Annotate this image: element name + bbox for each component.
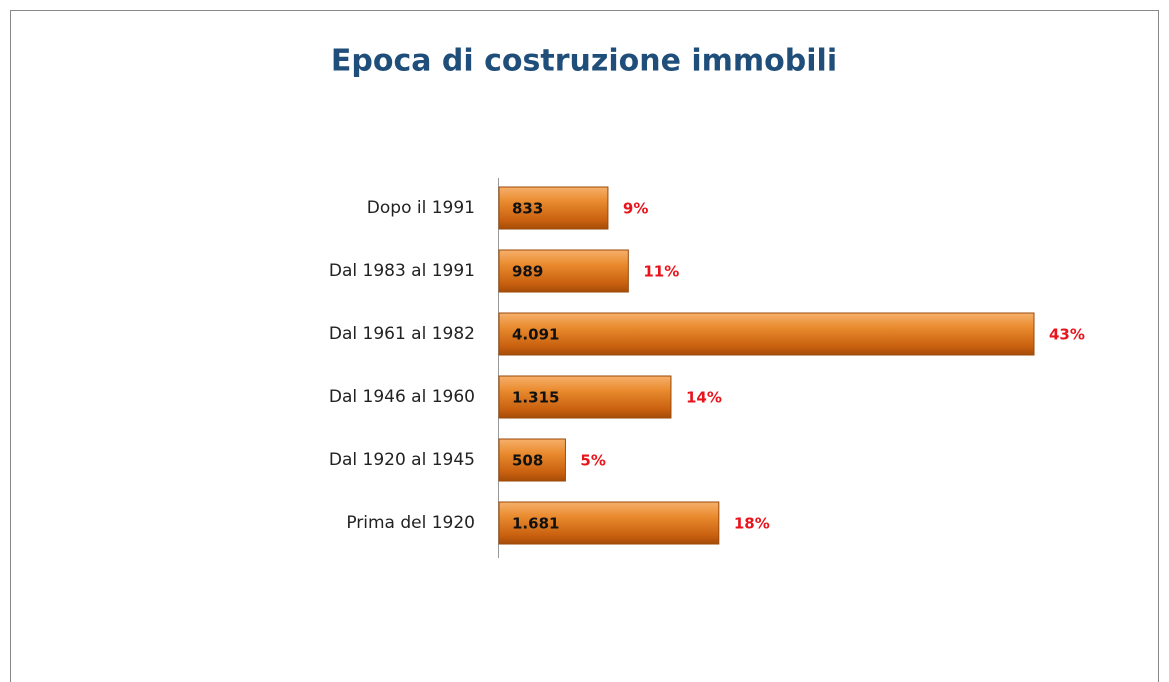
category-label: Dal 1920 al 1945 [329, 450, 475, 470]
bar [498, 312, 1035, 356]
bar [498, 501, 720, 545]
percent-label: 14% [686, 389, 722, 407]
category-label: Prima del 1920 [346, 513, 475, 533]
category-label: Dal 1983 al 1991 [329, 261, 475, 281]
value-label: 989 [512, 263, 543, 281]
percent-label: 11% [643, 263, 679, 281]
value-label: 1.681 [512, 515, 559, 533]
chart-title: Epoca di costruzione immobili [331, 44, 837, 79]
category-label: Dopo il 1991 [367, 198, 475, 218]
category-label: Dal 1961 al 1982 [329, 324, 475, 344]
bar [498, 375, 672, 419]
percent-label: 5% [580, 452, 605, 470]
percent-label: 18% [734, 515, 770, 533]
bar [498, 438, 566, 482]
value-label: 4.091 [512, 326, 559, 344]
percent-label: 9% [623, 200, 648, 218]
percent-label: 43% [1049, 326, 1085, 344]
category-label: Dal 1946 al 1960 [329, 387, 475, 407]
bar [498, 186, 609, 230]
value-label: 1.315 [512, 389, 559, 407]
value-label: 833 [512, 200, 543, 218]
value-label: 508 [512, 452, 543, 470]
bar [498, 249, 629, 293]
